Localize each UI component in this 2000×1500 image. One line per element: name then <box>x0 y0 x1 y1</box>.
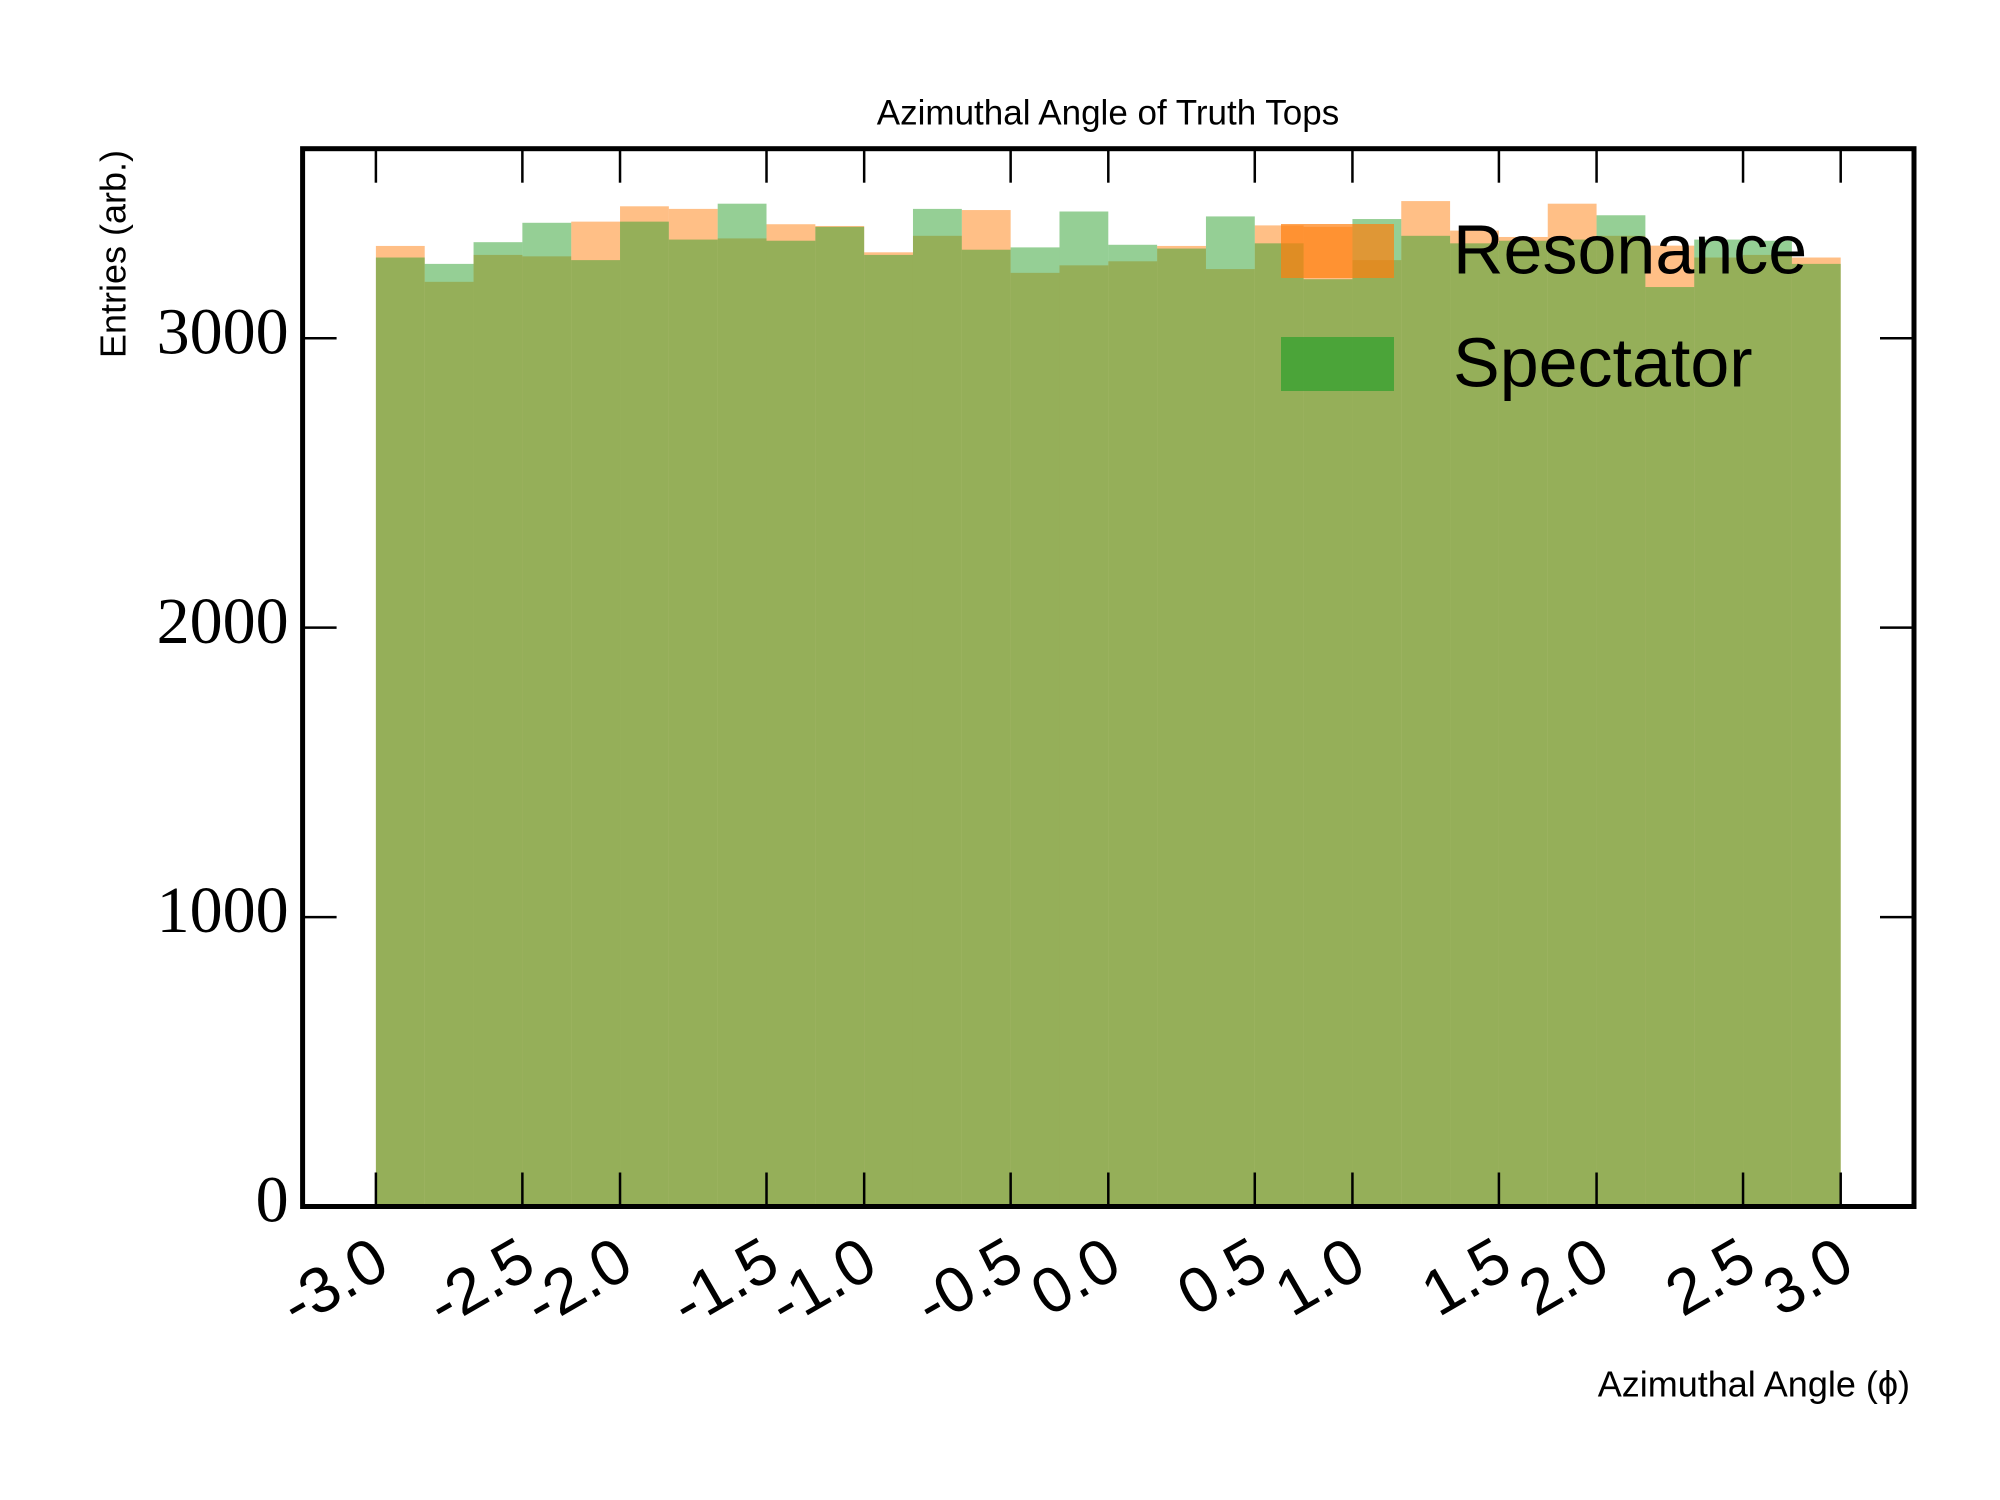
histogram-bar <box>1791 263 1841 1207</box>
histogram-bar <box>1108 244 1158 1207</box>
y-tick-label: 2000 <box>157 585 289 658</box>
x-tick-label: -2.0 <box>512 1223 644 1340</box>
x-tick-label: 0.0 <box>1019 1223 1132 1330</box>
histogram-bar <box>1450 243 1499 1207</box>
histogram-bar <box>571 260 621 1207</box>
x-tick-label: 2.0 <box>1507 1223 1620 1330</box>
histogram-bar <box>668 239 718 1207</box>
histogram-bar <box>766 240 816 1207</box>
y-tick-label: 1000 <box>157 874 289 947</box>
histogram-bar <box>424 263 474 1207</box>
histogram-bar <box>473 242 523 1207</box>
legend-label: Resonance <box>1453 210 1807 288</box>
x-tick-label: 1.5 <box>1409 1223 1522 1330</box>
histogram-bar <box>961 249 1011 1207</box>
histogram-bar <box>1694 239 1744 1207</box>
y-tick-label: 3000 <box>157 295 289 368</box>
histogram-bar <box>864 254 913 1207</box>
x-tick-label: -3.0 <box>268 1223 400 1340</box>
histogram-bar <box>1059 211 1109 1207</box>
histogram-bar <box>1401 235 1451 1207</box>
legend-swatch <box>1281 224 1394 278</box>
chart-title: Azimuthal Angle of Truth Tops <box>877 93 1339 132</box>
histogram-bar <box>815 226 865 1207</box>
histogram-bar <box>620 221 669 1207</box>
histogram-bar <box>717 203 767 1207</box>
x-tick-label: 1.0 <box>1263 1223 1376 1330</box>
legend-swatch <box>1281 337 1394 391</box>
x-tick-label: -1.0 <box>756 1223 888 1340</box>
histogram-bar <box>375 257 425 1207</box>
histogram-bar <box>1157 248 1206 1207</box>
y-axis-label: Entries (arb.) <box>93 150 134 358</box>
x-axis-label: Azimuthal Angle (ϕ) <box>1598 1364 1910 1405</box>
histogram-bar <box>1645 287 1695 1207</box>
axes-frame <box>300 146 1917 1210</box>
histogram-bar <box>1303 279 1353 1207</box>
histogram-bar <box>1498 240 1548 1207</box>
histogram-bar <box>1547 239 1597 1207</box>
histogram-bar <box>1205 216 1255 1207</box>
histogram-bar <box>1596 215 1646 1207</box>
histogram-bar <box>522 222 572 1207</box>
legend-label: Spectator <box>1453 323 1753 401</box>
histogram-bar <box>912 208 962 1207</box>
x-tick-label: 3.0 <box>1751 1223 1864 1330</box>
histogram-bar <box>1743 240 1792 1207</box>
x-tick-label: 0.5 <box>1165 1223 1278 1330</box>
histogram-bar <box>1010 247 1060 1207</box>
histogram-bar <box>1254 243 1304 1207</box>
x-tick-label: -0.5 <box>903 1223 1035 1340</box>
y-tick-label: 0 <box>256 1164 289 1237</box>
x-tick-label: 2.5 <box>1653 1223 1766 1330</box>
